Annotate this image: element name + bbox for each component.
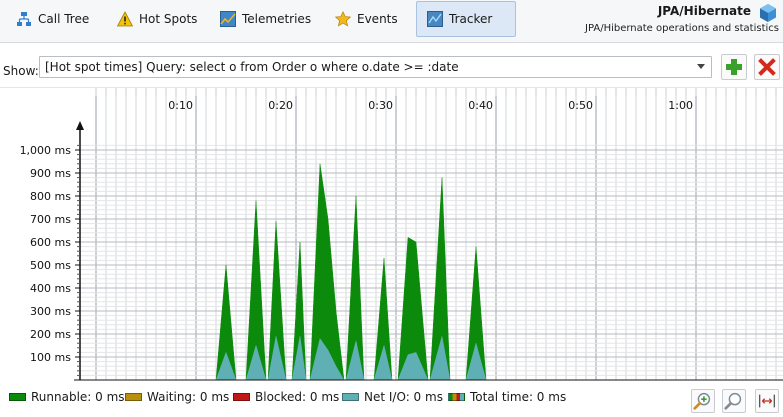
legend-swatch-blocked [233,393,250,401]
x-tick-labels: 0:10 0:20 0:30 0:40 0:50 1:00 [168,99,693,112]
hot-spot-query: Query: select o from Order o where o.dat… [146,60,459,74]
hot-spot-select[interactable]: [Hot spot times] Query: select o from Or… [39,56,712,78]
fit-width-icon [759,394,775,408]
y-tick-label: 200 ms [30,328,71,341]
y-tick-label: 900 ms [30,167,71,180]
y-tick-label: 500 ms [30,259,71,272]
zoom-in-button[interactable] [691,389,715,413]
tab-tracker[interactable]: Tracker [416,1,516,37]
tab-call-tree-label: Call Tree [38,12,90,26]
tab-hot-spots-label: Hot Spots [139,12,198,26]
y-tick-label: 300 ms [30,305,71,318]
x-tick-label: 0:30 [368,99,393,112]
y-tick-label: 600 ms [30,236,71,249]
x-tick-label: 1:00 [668,99,693,112]
legend: Runnable: 0 ms Waiting: 0 ms Blocked: 0 … [0,384,783,417]
tab-tracker-label: Tracker [449,12,493,26]
chart-grid [80,88,783,380]
hot-spot-type: [Hot spot times] [45,60,143,74]
y-tick-label: 800 ms [30,190,71,203]
zoom-out-button[interactable] [722,389,746,413]
x-tick-label: 0:10 [168,99,193,112]
app-subtitle: JPA/Hibernate operations and statistics [585,23,779,34]
legend-blocked: Blocked: 0 ms [233,390,339,404]
app-title: JPA/Hibernate [657,4,751,18]
fit-width-button[interactable] [755,389,779,413]
add-button[interactable] [721,54,747,80]
plus-icon [726,59,742,75]
zoom-in-icon [693,392,711,410]
legend-swatch-waiting [125,393,142,401]
legend-swatch-runnable [9,393,26,401]
legend-swatch-total [448,393,465,401]
close-icon [758,58,776,76]
y-tick-label: 700 ms [30,213,71,226]
legend-runnable-label: Runnable: 0 ms [31,390,125,404]
legend-net-io: Net I/O: 0 ms [342,390,443,404]
legend-net-io-label: Net I/O: 0 ms [364,390,443,404]
legend-total-time-label: Total time: 0 ms [470,390,567,404]
telemetries-icon [220,11,236,27]
x-tick-label: 0:50 [568,99,593,112]
star-icon [335,11,351,27]
tab-telemetries-label: Telemetries [242,12,312,26]
tab-hot-spots[interactable]: Hot Spots [107,1,207,37]
warning-icon [117,11,133,27]
y-tick-label: 400 ms [30,282,71,295]
hibernate-logo-icon [760,4,776,22]
filter-row: Show: [Hot spot times] Query: select o f… [0,44,783,88]
legend-waiting-label: Waiting: 0 ms [147,390,230,404]
x-tick-label: 0:20 [268,99,293,112]
call-tree-icon [17,12,31,26]
legend-total-time: Total time: 0 ms [448,390,566,404]
legend-swatch-net-io [342,393,359,401]
legend-waiting: Waiting: 0 ms [125,390,229,404]
tab-telemetries[interactable]: Telemetries [210,1,321,37]
tracker-icon [427,11,443,27]
tab-call-tree[interactable]: Call Tree [6,1,99,37]
legend-runnable: Runnable: 0 ms [9,390,125,404]
show-label: Show: [3,64,39,78]
legend-blocked-label: Blocked: 0 ms [255,390,340,404]
y-tick-label: 1,000 ms [20,144,72,157]
chart-axes [74,121,783,381]
remove-button[interactable] [754,54,780,80]
chevron-down-icon [697,64,705,69]
tab-events[interactable]: Events [325,1,408,37]
x-tick-label: 0:40 [468,99,493,112]
zoom-out-icon [724,392,742,410]
tab-events-label: Events [357,12,398,26]
y-axis-arrow [76,121,84,130]
y-tick-labels: 100 ms 200 ms 300 ms 400 ms 500 ms 600 ms 700 … [20,144,72,364]
y-tick-label: 100 ms [30,351,71,364]
toolbar: Call Tree Hot Spots Telemetries Events T… [0,0,783,43]
tracker-chart[interactable]: 0:10 0:20 0:30 0:40 0:50 1:00 100 ms 200 ms 300… [0,88,783,384]
